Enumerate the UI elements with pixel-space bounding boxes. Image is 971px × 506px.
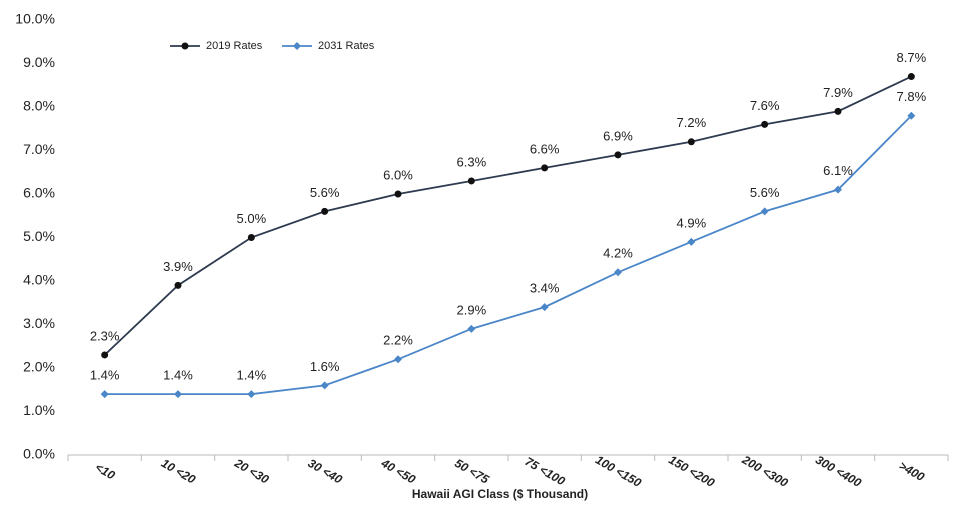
data-label: 7.8% xyxy=(897,89,927,104)
data-label: 3.4% xyxy=(530,281,560,296)
data-label: 1.4% xyxy=(163,368,193,383)
x-tick-label: 75 <100 xyxy=(523,454,568,488)
series: 2.3% 3.9% 5.0% 5.6% 6.0% 6.3% 6.6% 6.9% 7.2% 7.6%… xyxy=(90,50,927,359)
y-tick-label: 4.0% xyxy=(23,272,55,288)
data-label: 5.0% xyxy=(237,211,267,226)
marker xyxy=(907,111,916,120)
data-label: 4.9% xyxy=(677,215,707,230)
marker xyxy=(541,164,549,172)
y-tick-label: 5.0% xyxy=(23,228,55,244)
series-line xyxy=(104,115,912,395)
marker xyxy=(687,237,696,246)
x-tick-label: 100 <150 xyxy=(593,453,644,490)
legend-label: 2031 Rates xyxy=(318,40,375,52)
data-label: 4.2% xyxy=(603,246,633,261)
data-label: 5.6% xyxy=(310,185,340,200)
marker xyxy=(467,177,475,185)
marker xyxy=(100,390,109,399)
x-tick-label: <10 xyxy=(93,460,118,482)
marker xyxy=(614,268,622,277)
x-tick-label: 20 <30 xyxy=(231,455,271,486)
legend-label: 2019 Rates xyxy=(206,40,263,52)
marker xyxy=(181,42,189,50)
marker xyxy=(761,120,769,128)
marker xyxy=(687,138,695,146)
y-tick-label: 10.0% xyxy=(15,11,55,27)
data-label: 7.9% xyxy=(823,85,853,100)
data-label: 1.6% xyxy=(310,359,340,374)
data-label: 6.3% xyxy=(457,154,487,169)
data-label: 6.6% xyxy=(530,141,560,156)
x-tick-label: 150 <200 xyxy=(666,453,717,490)
data-label: 6.9% xyxy=(603,128,633,143)
marker xyxy=(834,185,842,194)
data-label: 7.6% xyxy=(750,98,780,113)
y-tick-label: 9.0% xyxy=(23,54,55,70)
x-axis-label: Hawaii AGI Class ($ Thousand) xyxy=(412,487,588,501)
data-label: 6.0% xyxy=(383,167,413,182)
y-tick-label: 1.0% xyxy=(23,402,55,418)
x-tick-label: 40 <50 xyxy=(378,455,418,486)
data-label: 1.4% xyxy=(90,368,120,383)
y-tick-label: 6.0% xyxy=(23,185,55,201)
x-tick-label: 200 <300 xyxy=(739,452,791,490)
marker xyxy=(101,351,109,359)
marker xyxy=(394,190,402,198)
marker xyxy=(540,303,549,312)
x-tick-label: 10 <20 xyxy=(159,456,198,487)
x-tick-label: >400 xyxy=(897,458,928,484)
y-tick-label: 3.0% xyxy=(23,315,55,331)
data-label: 5.6% xyxy=(750,185,780,200)
x-tick-label: 300 <400 xyxy=(813,453,864,490)
data-label: 2.3% xyxy=(90,328,120,343)
marker xyxy=(760,207,769,216)
y-tick-label: 7.0% xyxy=(23,141,55,157)
series: 1.4% 1.4% 1.4% 1.6% 2.2% 2.9% 3.4% 4.2% 4.9% 5.6%… xyxy=(90,89,927,399)
data-label: 2.9% xyxy=(457,302,487,317)
marker xyxy=(247,390,256,399)
marker xyxy=(320,381,329,390)
data-label: 2.2% xyxy=(383,333,413,348)
y-tick-label: 0.0% xyxy=(23,446,55,462)
marker xyxy=(834,107,842,115)
marker xyxy=(614,151,622,159)
series-line xyxy=(104,75,912,356)
marker xyxy=(174,390,182,399)
marker xyxy=(321,207,329,215)
y-tick-label: 2.0% xyxy=(23,359,55,375)
x-tick-label: 30 <40 xyxy=(306,456,345,487)
data-label: 1.4% xyxy=(237,368,267,383)
y-tick-label: 8.0% xyxy=(23,98,55,114)
marker xyxy=(394,355,402,364)
data-label: 6.1% xyxy=(823,163,853,178)
marker xyxy=(174,281,182,289)
marker xyxy=(293,42,301,50)
marker xyxy=(907,73,915,81)
data-label: 7.2% xyxy=(677,115,707,130)
marker xyxy=(247,234,255,241)
data-label: 3.9% xyxy=(163,259,193,274)
data-label: 8.7% xyxy=(897,50,927,65)
marker xyxy=(467,324,476,333)
x-tick-label: 50 <75 xyxy=(452,456,491,487)
